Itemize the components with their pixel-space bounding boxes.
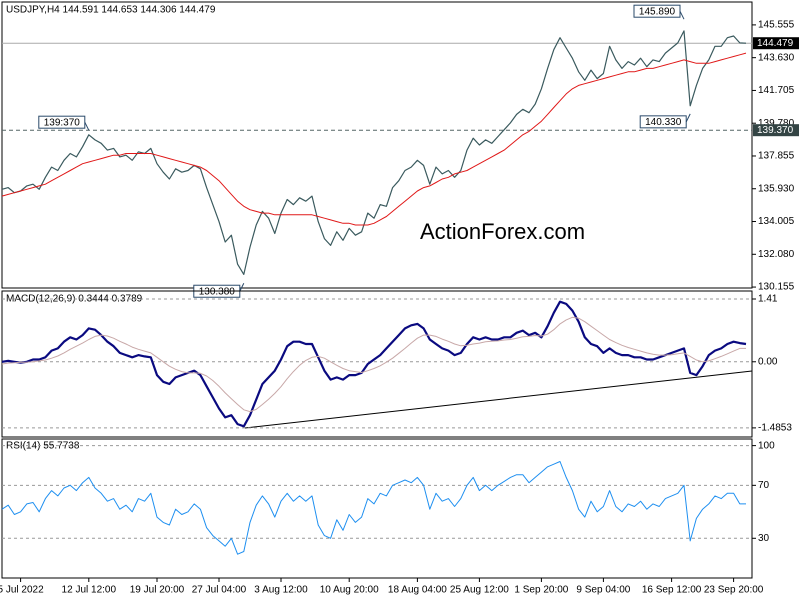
watermark: ActionForex.com [420, 219, 585, 244]
y-tick-label: -1.4853 [758, 423, 792, 434]
y-tick-label: 0.00 [758, 356, 778, 367]
y-tick-label: 132.080 [758, 249, 795, 260]
x-tick-label: 1 Sep 20:00 [514, 585, 568, 596]
x-tick-label: 18 Aug 04:00 [388, 585, 447, 596]
price-label-box [753, 37, 799, 50]
annotation-label: 139:370 [44, 117, 81, 128]
x-tick-label: 10 Aug 20:00 [320, 585, 379, 596]
annotation-leader [239, 283, 245, 292]
x-tick-label: 9 Sep 04:00 [576, 585, 630, 596]
y-tick-label: 1.41 [758, 294, 778, 305]
y-tick-label: 145.555 [758, 20, 795, 31]
x-tick-label: 19 Jul 20:00 [130, 585, 185, 596]
y-tick-label: 30 [758, 533, 770, 544]
y-tick-label: 139.780 [758, 118, 795, 129]
y-tick-label: 135.930 [758, 183, 795, 194]
pane-title: RSI(14) 55.7738 [6, 441, 80, 452]
annotation-label: 140.330 [645, 117, 682, 128]
trend-line [244, 370, 753, 429]
x-tick-label: 23 Sep 20:00 [704, 585, 764, 596]
annotation-label: 130.380 [199, 286, 236, 297]
series-line [1, 52, 747, 226]
series-line [1, 300, 747, 428]
y-tick-label: 130.155 [758, 282, 795, 293]
y-tick-label: 143.630 [758, 52, 795, 63]
annotation-leader [84, 121, 90, 131]
pane-title: USDJPY,H4 144.591 144.653 144.306 144.47… [6, 5, 216, 16]
x-tick-label: 27 Jul 04:00 [192, 585, 247, 596]
x-tick-label: 5 Jul 2022 [0, 585, 44, 596]
y-tick-label: 134.005 [758, 216, 795, 227]
annotation-label: 145.890 [639, 6, 676, 17]
series-line [1, 30, 747, 275]
series-line [1, 461, 746, 555]
y-tick-label: 137.855 [758, 151, 795, 162]
pane-frame [1, 290, 753, 438]
x-tick-label: 16 Sep 12:00 [642, 585, 702, 596]
pane-frame [1, 438, 753, 579]
annotation-leader [685, 113, 691, 123]
x-tick-label: 3 Aug 12:00 [254, 585, 308, 596]
price-label: 139.370 [757, 125, 794, 136]
y-tick-label: 70 [758, 480, 770, 491]
y-tick-label: 141.705 [758, 85, 795, 96]
price-label: 144.479 [757, 38, 794, 49]
price-label-box [753, 124, 799, 137]
series-line [1, 316, 746, 413]
pane-frame [1, 1, 753, 289]
annotation-leader [679, 10, 685, 20]
x-tick-label: 12 Jul 12:00 [62, 585, 117, 596]
y-tick-label: 100 [758, 440, 775, 451]
x-tick-label: 25 Aug 12:00 [450, 585, 509, 596]
